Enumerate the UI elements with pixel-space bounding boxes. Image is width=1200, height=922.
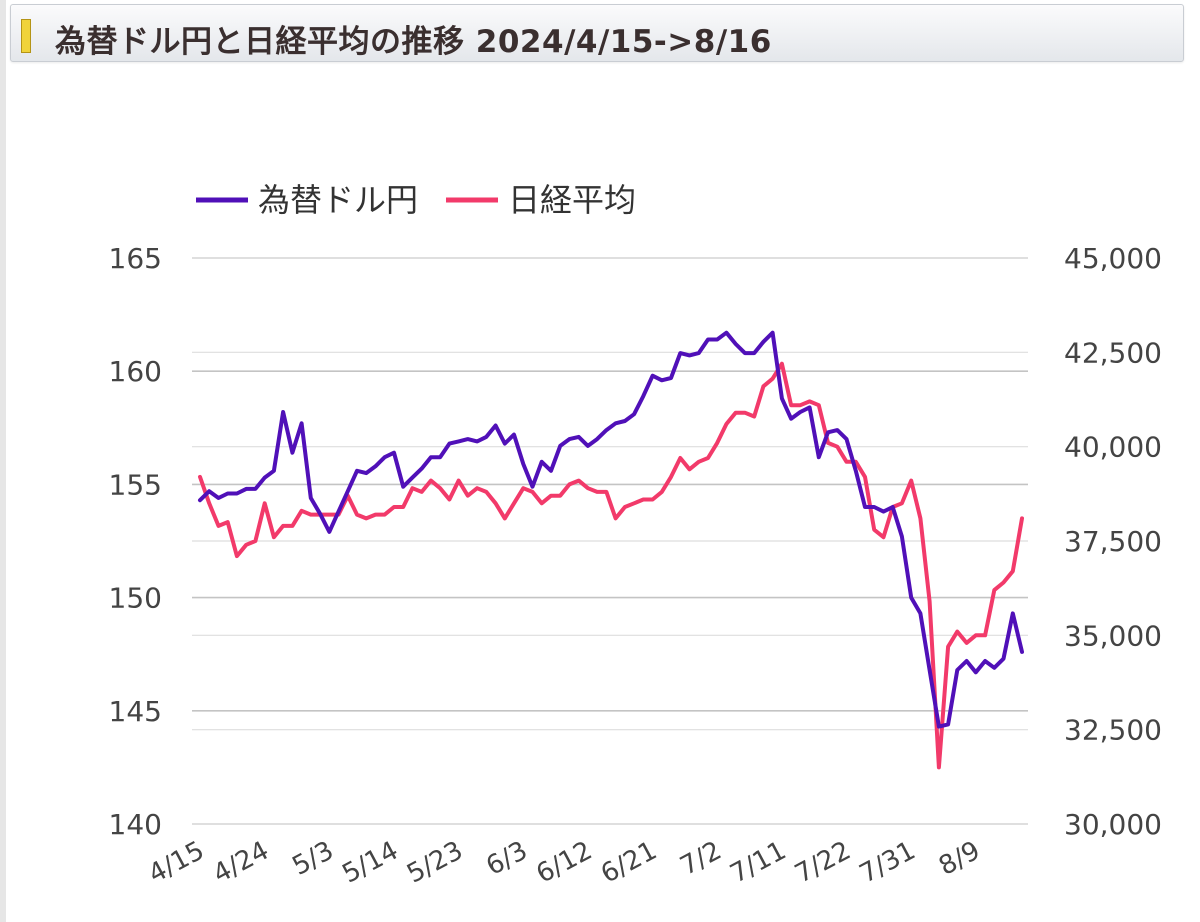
section-header: 為替ドル円と日経平均の推移 2024/4/15->8/16 <box>10 4 1184 62</box>
x-tick-label: 7/22 <box>790 836 856 890</box>
left-tick-label: 145 <box>109 695 162 728</box>
legend-label-nikkei: 日経平均 <box>508 181 636 219</box>
x-tick-label: 5/3 <box>288 836 339 882</box>
x-tick-label: 6/3 <box>482 836 533 882</box>
x-tick-label: 6/21 <box>596 836 662 890</box>
x-tick-label: 5/23 <box>402 836 468 890</box>
right-tick-label: 42,500 <box>1064 336 1162 369</box>
left-tick-label: 160 <box>109 355 162 388</box>
x-tick-label: 4/15 <box>144 836 210 890</box>
right-tick-label: 30,000 <box>1064 808 1162 841</box>
x-tick-label: 8/9 <box>934 836 985 882</box>
left-tick-label: 155 <box>109 468 162 501</box>
x-tick-label: 4/24 <box>208 836 274 890</box>
x-axis: 4/15 4/24 5/3 5/14 5/23 6/3 6/12 6/21 7/2 7/11 7/2… <box>144 836 985 890</box>
legend-label-usdjpy: 為替ドル円 <box>258 181 418 219</box>
x-tick-label: 6/12 <box>532 836 598 890</box>
gridlines <box>192 257 1028 825</box>
right-tick-label: 40,000 <box>1064 431 1162 464</box>
right-tick-label: 35,000 <box>1064 619 1162 652</box>
left-border <box>0 0 6 922</box>
x-tick-label: 5/14 <box>338 836 404 890</box>
x-tick-label: 7/11 <box>726 836 792 890</box>
series-line-usdjpy <box>198 330 1024 729</box>
right-tick-label: 32,500 <box>1064 714 1162 747</box>
series-lines <box>198 330 1024 770</box>
x-tick-label: 7/31 <box>855 836 921 890</box>
legend: 為替ドル円 日経平均 <box>196 181 636 219</box>
left-tick-label: 165 <box>109 242 162 275</box>
right-tick-label: 37,500 <box>1064 525 1162 558</box>
page-title: 為替ドル円と日経平均の推移 2024/4/15->8/16 <box>55 24 772 60</box>
header-marker-icon <box>21 19 31 53</box>
right-tick-label: 45,000 <box>1064 242 1162 275</box>
right-axis: 30,000 32,500 35,000 37,500 40,000 42,500 45,0… <box>1064 242 1162 841</box>
left-tick-label: 150 <box>109 582 162 615</box>
x-tick-label: 7/2 <box>675 836 726 882</box>
left-tick-label: 140 <box>109 808 162 841</box>
left-axis: 140 145 150 155 160 165 <box>109 242 162 841</box>
